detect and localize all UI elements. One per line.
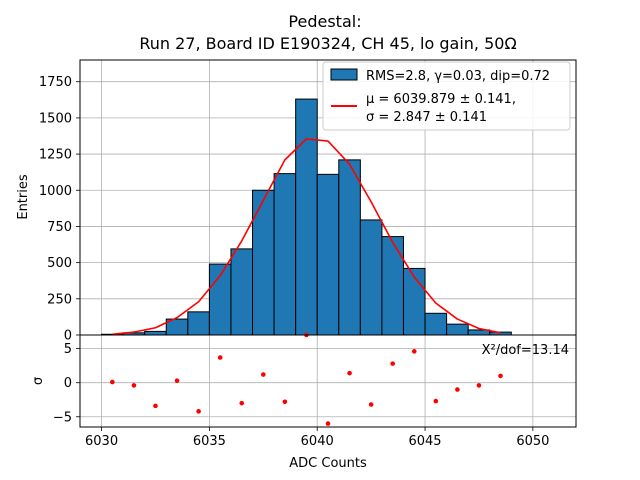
residual-point [261,372,266,377]
main-y-tick-label: 1000 [39,184,72,199]
residual-y-ticks: −5 0 5 [53,342,80,425]
residual-point [455,387,460,392]
fit-curve-line [112,138,501,336]
x-tick-label: 6045 [408,434,441,449]
main-y-tick-label: 1500 [39,111,72,126]
legend-fit-label-line2: σ = 2.847 ± 0.141 [366,110,487,125]
residual-point [368,402,374,407]
residual-y-tick-label: 0 [64,376,72,391]
x-tick-label: 6050 [516,434,549,449]
residual-point [131,383,137,388]
histogram-bar [187,311,210,336]
residual-plot-background [80,335,576,427]
residual-grid [80,335,576,427]
residual-point [498,373,503,379]
chart-title-group: Pedestal: Run 27, Board ID E190324, CH 4… [139,12,516,53]
residual-y-tick-label: 5 [64,342,72,357]
residual-point [282,399,288,405]
histogram-bar [446,323,469,336]
residual-point [153,403,158,409]
chi2-annotation: X²/dof=13.14 [482,343,569,358]
residual-point [411,349,417,354]
x-ticks: 6030 6035 6040 6045 6050 [85,427,549,449]
histogram-bar [273,173,297,336]
residual-point [217,355,223,360]
x-tick-label: 6035 [193,434,226,449]
chart-subtitle: Run 27, Board ID E190324, CH 45, lo gain… [139,34,516,53]
x-tick-label: 6040 [301,434,334,449]
histogram-bar [359,219,383,336]
residual-point [325,421,331,426]
legend-box [322,61,571,131]
histogram-bar [424,312,448,336]
main-y-tick-label: 1750 [39,75,72,90]
x-tick-label: 6030 [85,434,118,449]
residual-point [196,409,201,414]
residual-y-axis-label: σ [31,377,46,385]
residual-point [433,398,439,404]
residual-point [110,379,115,385]
histogram-bar [402,267,426,336]
residual-point [239,400,245,406]
y-axis-label: Entries [16,174,31,220]
main-y-tick-label: 750 [47,220,72,235]
chart-title: Pedestal: [288,12,361,31]
main-y-tick-label: 0 [64,329,72,344]
histogram-bar [316,173,340,336]
x-axis-label: ADC Counts [289,456,367,471]
main-y-ticks: 0 250 500 750 1000 1250 1500 1750 [39,75,80,344]
histogram-bar [252,189,275,336]
residual-y-tick-label: −5 [53,410,72,425]
legend-fit-label-line1: μ = 6039.879 ± 0.141, [366,92,516,107]
histogram-bar [230,248,254,336]
histogram-bar [144,330,167,336]
main-plot-frame [79,59,577,335]
main-y-tick-label: 250 [47,292,72,307]
main-y-tick-label: 500 [47,256,72,271]
histogram-bar [295,98,318,336]
residual-point [174,378,180,383]
histogram-bar [381,236,404,336]
residual-points [110,332,503,426]
legend-histogram-label: RMS=2.8, γ=0.03, dip=0.72 [366,69,550,84]
residual-point [390,361,395,366]
main-y-tick-label: 1250 [39,148,72,163]
residual-point [476,383,482,388]
legend: RMS=2.8, γ=0.03, dip=0.72 μ = 6039.879 ±… [322,61,571,131]
residual-point [347,370,352,376]
residual-plot-frame [79,334,577,428]
legend-histogram-swatch [330,68,358,81]
histogram-bar [338,159,361,336]
